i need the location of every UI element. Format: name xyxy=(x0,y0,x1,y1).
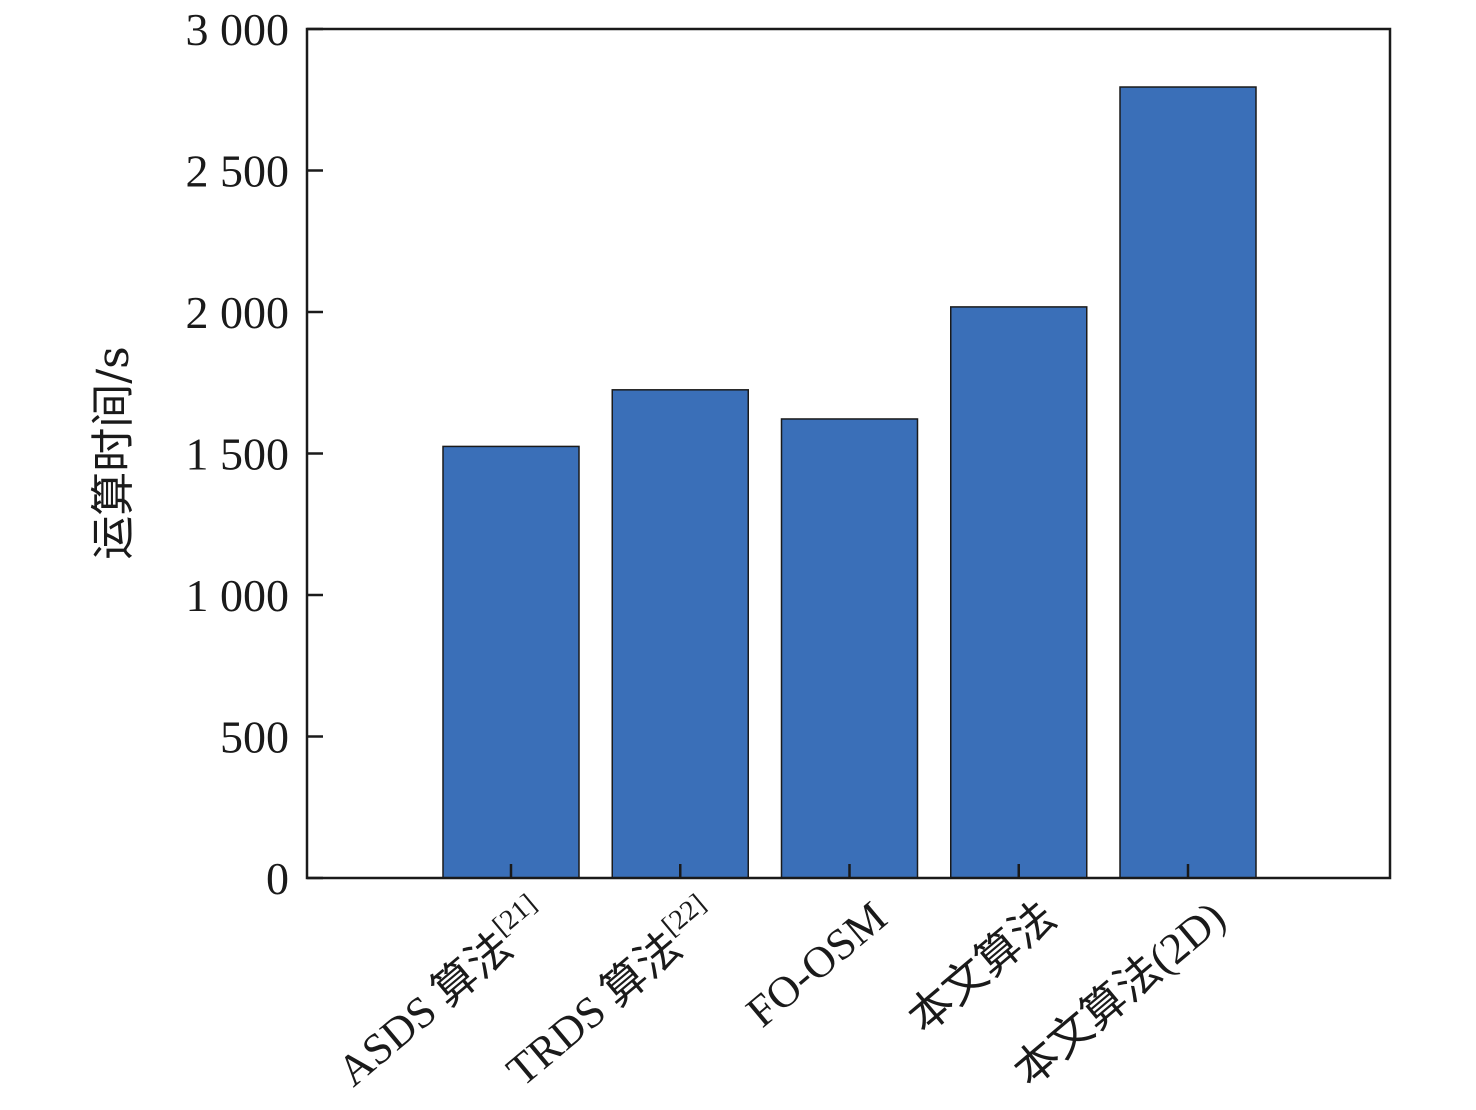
x-tick-label-text: TRDS 算法 xyxy=(497,922,691,1095)
bar xyxy=(611,389,749,879)
plot-frame xyxy=(305,27,1392,880)
y-tick-label: 2 500 xyxy=(186,146,290,197)
y-axis: 0 500 1 000 1 500 2 000 2 500 3 000 xyxy=(186,4,323,904)
bar xyxy=(442,445,580,879)
y-tick-label: 500 xyxy=(220,712,289,763)
x-tick-label: 本文算法 xyxy=(899,892,1065,1043)
y-tick-label: 0 xyxy=(266,853,289,904)
y-tick-label: 1 000 xyxy=(186,570,290,621)
bar xyxy=(1119,86,1257,879)
x-tick-label-text: 本文算法 xyxy=(899,892,1065,1043)
bar xyxy=(950,306,1088,879)
y-tick-label: 1 500 xyxy=(186,429,290,480)
bar xyxy=(780,418,919,879)
x-tick-label-text: ASDS 算法 xyxy=(328,922,522,1095)
x-tick-label: FO-OSM xyxy=(737,892,896,1036)
y-axis-title: 运算时间/s xyxy=(88,346,139,559)
y-tick-label: 3 000 xyxy=(186,4,290,55)
y-tick-label: 2 000 xyxy=(186,287,290,338)
bars-group xyxy=(442,86,1257,879)
x-tick-label-text: FO-OSM xyxy=(737,892,896,1036)
